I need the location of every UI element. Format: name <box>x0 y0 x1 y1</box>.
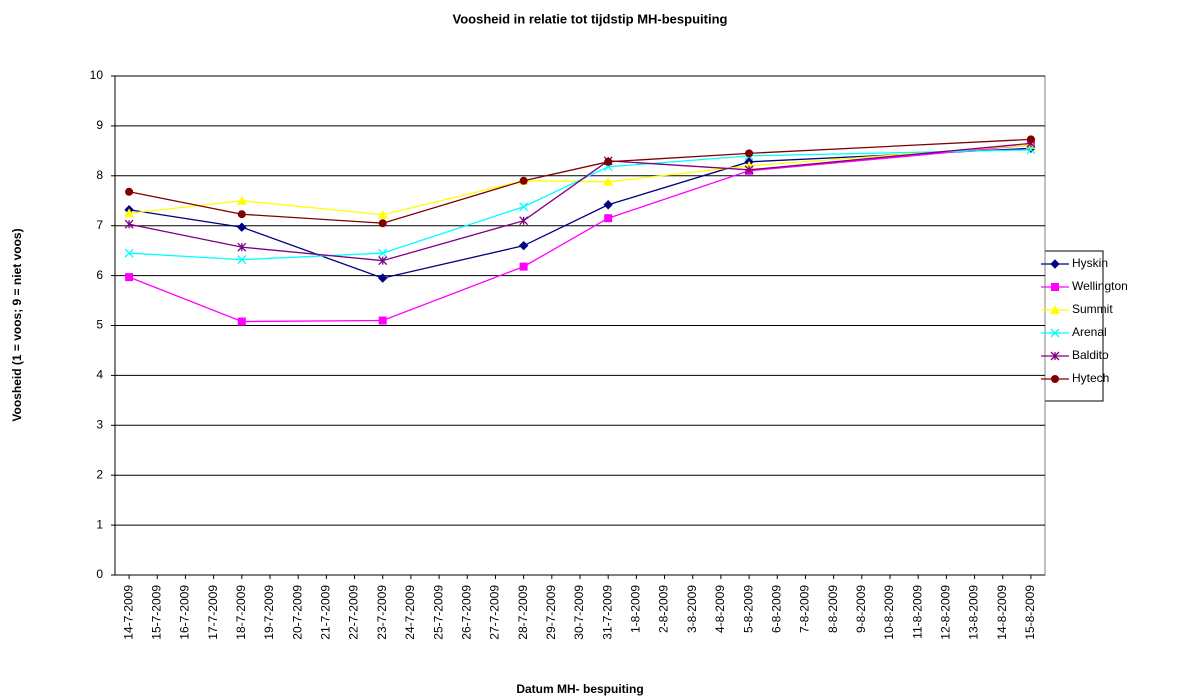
x-tick-label: 7-8-2009 <box>798 585 812 633</box>
x-tick-label: 15-7-2009 <box>149 585 163 640</box>
marker <box>1051 375 1059 383</box>
marker <box>518 240 529 251</box>
x-tick-label: 11-8-2009 <box>910 585 924 639</box>
x-tick-label: 3-8-2009 <box>685 585 699 633</box>
marker <box>378 273 388 283</box>
x-tick-label: 22-7-2009 <box>347 585 361 640</box>
marker <box>604 157 613 166</box>
marker <box>237 242 247 252</box>
marker <box>744 165 754 175</box>
x-tick-label: 1-8-2009 <box>629 585 643 633</box>
y-tick-label: 9 <box>96 118 103 132</box>
chart-title: Voosheid in relatie tot tijdstip MH-besp… <box>453 11 728 26</box>
marker <box>1050 259 1060 269</box>
x-tick-label: 12-8-2009 <box>939 585 953 640</box>
marker <box>124 208 135 218</box>
marker <box>519 176 528 185</box>
y-axis-title: Voosheid (1 = voos; 9 = niet voos) <box>10 228 24 421</box>
y-tick-label: 2 <box>96 467 103 481</box>
marker <box>1050 351 1060 361</box>
x-tick-label: 5-8-2009 <box>741 585 755 633</box>
legend-label: Hytech <box>1072 371 1109 385</box>
marker <box>124 219 134 229</box>
y-tick-label: 7 <box>96 218 103 232</box>
y-tick-label: 6 <box>96 268 103 282</box>
x-tick-label: 27-7-2009 <box>488 585 502 640</box>
y-tick-label: 1 <box>96 517 103 531</box>
x-tick-label: 18-7-2009 <box>234 585 248 640</box>
x-tick-label: 16-7-2009 <box>178 585 192 640</box>
marker <box>125 273 134 282</box>
x-tick-label: 23-7-2009 <box>375 585 389 640</box>
x-tick-label: 2-8-2009 <box>657 585 671 633</box>
marker <box>745 149 754 158</box>
legend-label: Summit <box>1072 302 1113 316</box>
y-tick-label: 0 <box>96 567 103 581</box>
x-tick-label: 31-7-2009 <box>600 585 614 640</box>
x-tick-label: 10-8-2009 <box>882 585 896 640</box>
legend-label: Baldito <box>1072 348 1109 362</box>
marker <box>378 256 388 266</box>
x-tick-label: 25-7-2009 <box>431 585 445 640</box>
marker <box>237 317 246 326</box>
x-tick-label: 13-8-2009 <box>967 585 981 640</box>
x-axis-title: Datum MH- bespuiting <box>516 682 643 696</box>
legend-box <box>1034 250 1104 402</box>
x-tick-label: 19-7-2009 <box>262 585 276 640</box>
marker <box>378 248 388 258</box>
legend-label: Arenal <box>1072 325 1107 339</box>
x-tick-label: 6-8-2009 <box>769 585 783 633</box>
marker <box>604 214 613 223</box>
marker <box>519 202 529 212</box>
marker <box>1051 283 1059 291</box>
marker <box>519 262 528 271</box>
y-tick-label: 10 <box>90 68 104 82</box>
x-tick-label: 29-7-2009 <box>544 585 558 640</box>
marker <box>124 248 134 258</box>
marker <box>603 176 614 186</box>
y-tick-label: 3 <box>96 417 103 431</box>
y-tick-label: 5 <box>96 318 103 332</box>
marker <box>1026 145 1036 155</box>
marker <box>603 200 613 210</box>
x-tick-label: 4-8-2009 <box>713 585 727 633</box>
x-tick-label: 28-7-2009 <box>516 585 530 640</box>
marker <box>1050 305 1060 314</box>
x-tick-label: 24-7-2009 <box>403 585 417 640</box>
x-tick-label: 26-7-2009 <box>459 585 473 640</box>
marker <box>236 195 247 205</box>
x-tick-label: 9-8-2009 <box>854 585 868 633</box>
y-tick-label: 4 <box>96 368 103 382</box>
marker <box>237 210 246 219</box>
x-tick-label: 14-7-2009 <box>121 585 135 640</box>
marker <box>237 255 247 265</box>
marker <box>125 187 134 196</box>
x-tick-label: 8-8-2009 <box>826 585 840 633</box>
y-tick-label: 8 <box>96 168 103 182</box>
marker <box>378 316 387 325</box>
x-tick-label: 20-7-2009 <box>290 585 304 640</box>
marker <box>1026 135 1035 144</box>
marker <box>1050 328 1060 338</box>
marker <box>237 222 247 232</box>
marker <box>377 209 388 219</box>
marker <box>519 216 529 226</box>
x-tick-label: 17-7-2009 <box>206 585 220 640</box>
x-tick-label: 30-7-2009 <box>572 585 586 640</box>
legend-label: Hyskin <box>1072 256 1108 270</box>
x-tick-label: 14-8-2009 <box>995 585 1009 640</box>
x-tick-label: 15-8-2009 <box>1023 585 1037 640</box>
marker <box>378 219 387 228</box>
x-tick-label: 21-7-2009 <box>319 585 333 640</box>
legend-label: Wellington <box>1072 279 1128 293</box>
